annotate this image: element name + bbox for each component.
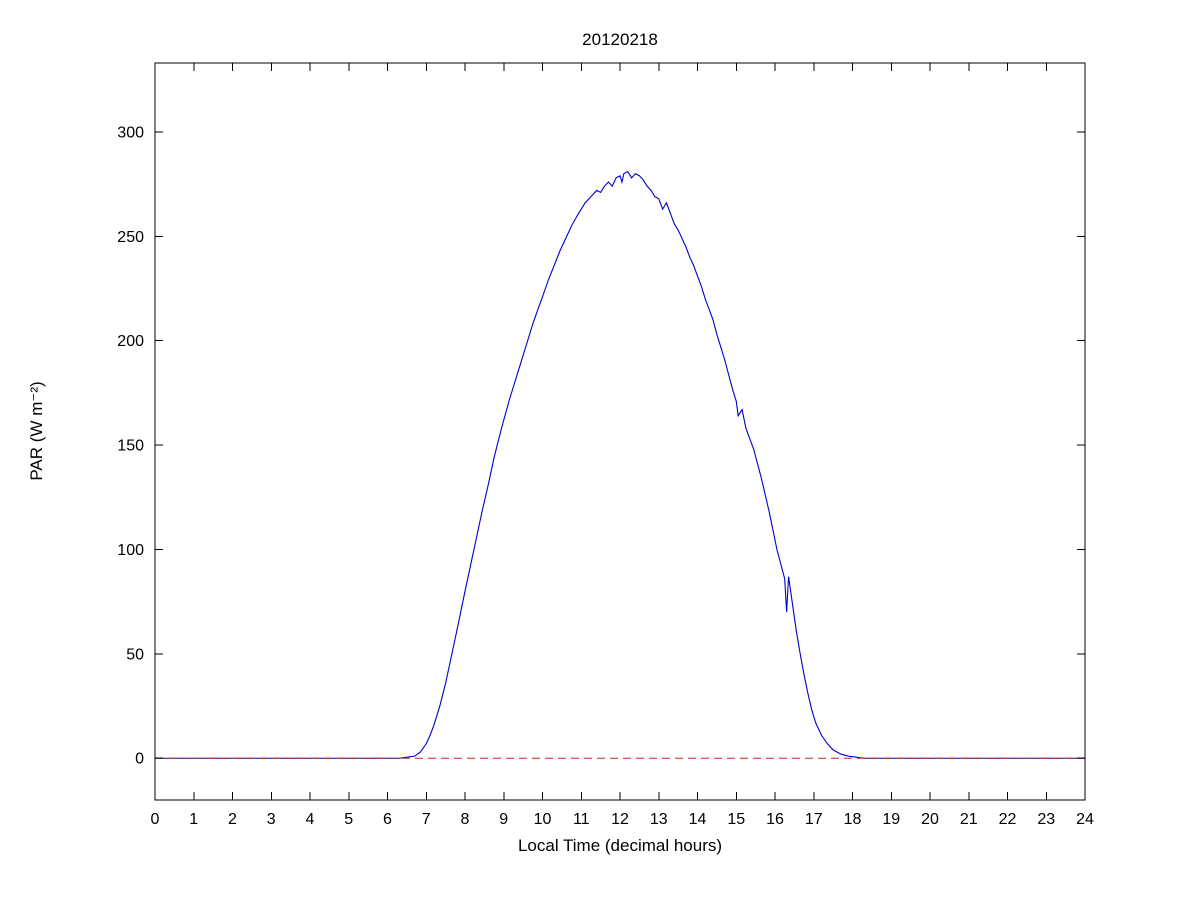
x-tick-label: 13 <box>650 811 668 828</box>
x-tick-label: 14 <box>689 811 707 828</box>
y-axis-label: PAR (W m⁻²) <box>27 381 46 481</box>
x-tick-label: 5 <box>344 811 353 828</box>
x-tick-label: 3 <box>267 811 276 828</box>
x-tick-label: 1 <box>189 811 198 828</box>
x-tick-label: 10 <box>534 811 552 828</box>
y-tick-label: 100 <box>117 542 144 559</box>
y-tick-label: 200 <box>117 333 144 350</box>
x-tick-label: 7 <box>422 811 431 828</box>
x-tick-label: 15 <box>727 811 745 828</box>
x-tick-label: 21 <box>960 811 978 828</box>
axes-background <box>155 63 1085 800</box>
x-tick-label: 24 <box>1076 811 1094 828</box>
x-tick-label: 12 <box>611 811 629 828</box>
x-tick-label: 4 <box>306 811 315 828</box>
x-tick-label: 6 <box>383 811 392 828</box>
x-tick-label: 2 <box>228 811 237 828</box>
y-tick-label: 150 <box>117 438 144 455</box>
chart-title: 20120218 <box>582 30 658 49</box>
x-tick-label: 22 <box>999 811 1017 828</box>
x-tick-label: 8 <box>461 811 470 828</box>
x-tick-label: 0 <box>151 811 160 828</box>
y-tick-label: 250 <box>117 229 144 246</box>
y-tick-label: 50 <box>126 646 144 663</box>
y-tick-label: 0 <box>135 751 144 768</box>
par-series-line <box>155 170 1085 759</box>
x-tick-label: 20 <box>921 811 939 828</box>
x-tick-label: 23 <box>1037 811 1055 828</box>
x-tick-label: 17 <box>805 811 823 828</box>
x-axis-label: Local Time (decimal hours) <box>517 836 723 855</box>
x-tick-label: 11 <box>573 811 590 828</box>
x-tick-label: 19 <box>882 811 900 828</box>
x-tick-label: 18 <box>844 811 862 828</box>
y-tick-label: 300 <box>117 124 144 141</box>
x-tick-label: 16 <box>766 811 784 828</box>
x-tick-label: 9 <box>499 811 508 828</box>
